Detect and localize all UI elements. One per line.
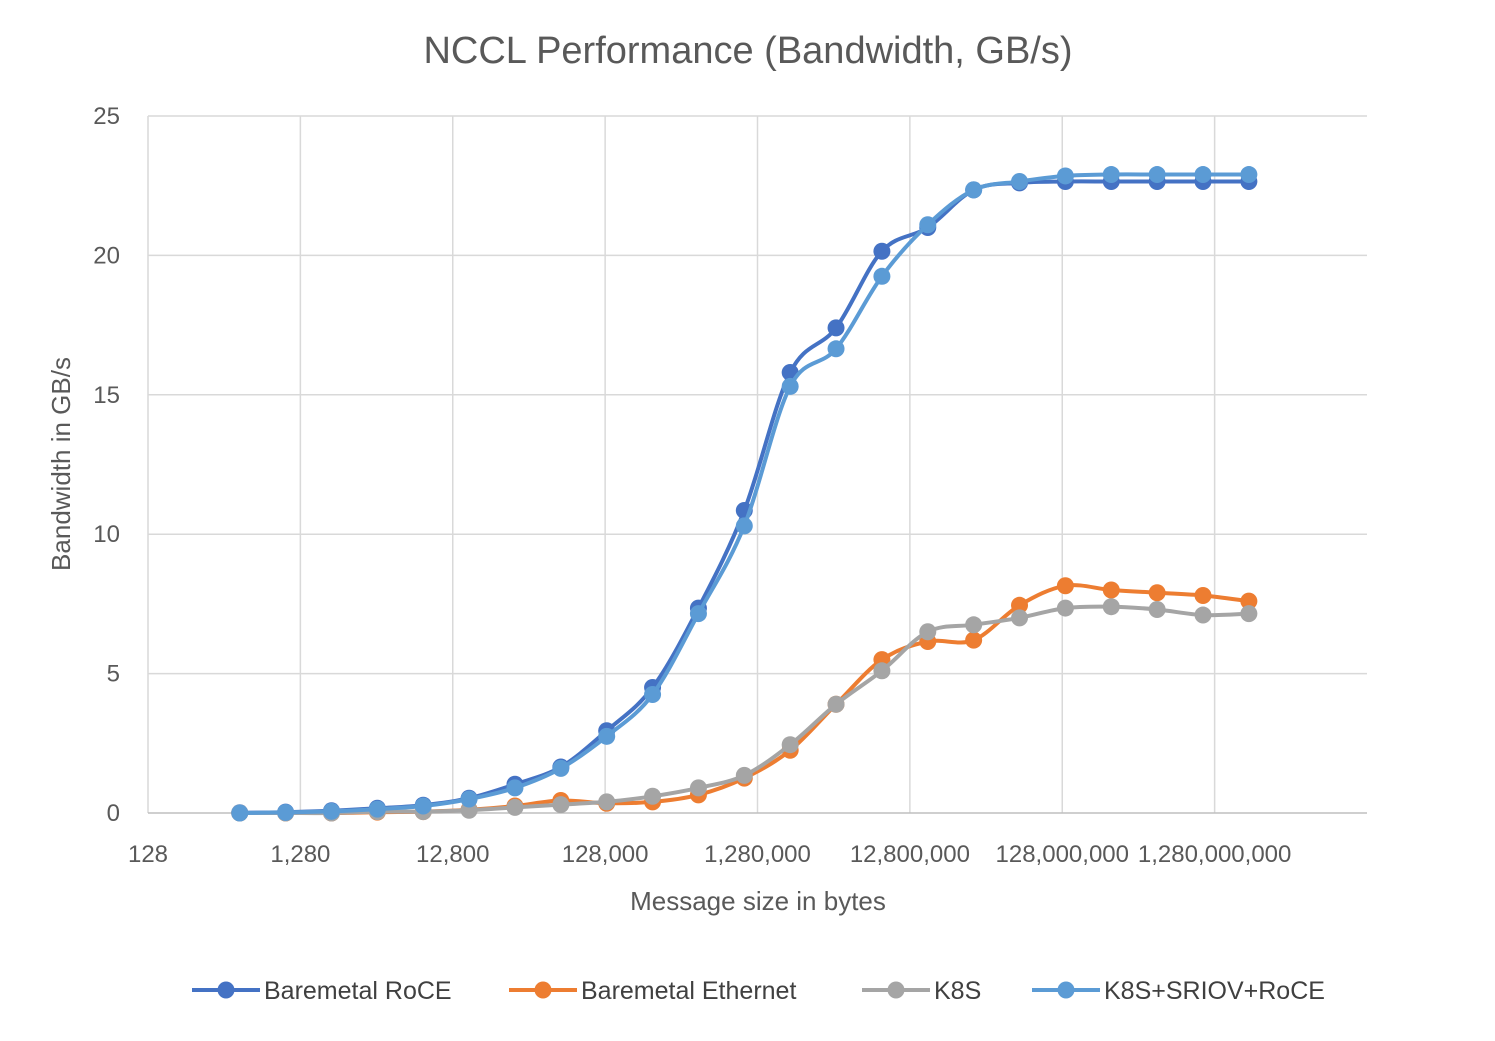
data-point [873, 267, 891, 285]
x-tick-label: 12,800,000 [850, 841, 970, 868]
legend-swatch-marker [1057, 981, 1075, 999]
legend-swatch-marker [534, 981, 552, 999]
legend-label: Baremetal RoCE [264, 977, 452, 1005]
data-point [781, 377, 799, 395]
data-point [1194, 166, 1212, 184]
y-tick-label: 0 [107, 800, 120, 827]
data-point [1011, 173, 1029, 191]
data-point [827, 340, 845, 358]
data-point [965, 616, 983, 634]
data-point [1056, 577, 1074, 595]
legend-label: Baremetal Ethernet [581, 977, 796, 1005]
legend-item: K8S [862, 977, 981, 1005]
data-point [1194, 606, 1212, 624]
x-tick-label: 1,280,000 [704, 841, 811, 868]
data-point [322, 802, 340, 820]
data-point [1011, 609, 1029, 627]
data-point [506, 779, 524, 797]
legend-swatch-marker [217, 981, 235, 999]
data-point [1240, 605, 1258, 623]
data-point [414, 797, 432, 815]
legend-label: K8S [934, 977, 981, 1005]
data-point [735, 517, 753, 535]
data-point [552, 759, 570, 777]
data-point [873, 242, 891, 260]
x-tick-label: 128 [128, 841, 168, 868]
data-point [506, 798, 524, 816]
data-point [598, 793, 616, 811]
data-point [873, 662, 891, 680]
data-point [1194, 587, 1212, 605]
x-axis-title: Message size in bytes [630, 886, 886, 916]
data-point [919, 216, 937, 234]
gridlines [148, 115, 1367, 813]
data-point [1148, 584, 1166, 602]
series-layer [231, 166, 1258, 822]
data-point [827, 319, 845, 337]
data-point [781, 736, 799, 754]
data-point [827, 695, 845, 713]
series-baremetal-roce [231, 173, 1258, 822]
series-baremetal-ethernet [231, 577, 1258, 822]
y-tick-label: 5 [107, 661, 120, 688]
data-point [689, 605, 707, 623]
data-point [644, 686, 662, 704]
data-point [1056, 167, 1074, 185]
data-point [1102, 166, 1120, 184]
legend-swatch-marker [887, 981, 905, 999]
series-line [237, 172, 1251, 815]
legend-label: K8S+SRIOV+RoCE [1104, 977, 1325, 1005]
data-point [1011, 596, 1029, 614]
legend-item: Baremetal RoCE [192, 977, 452, 1005]
series-line [237, 179, 1251, 815]
x-tick-label: 128,000 [562, 841, 649, 868]
data-point [1240, 166, 1258, 184]
data-point [552, 796, 570, 814]
y-tick-label: 15 [93, 382, 120, 409]
x-tick-label: 1,280 [270, 841, 330, 868]
data-point [965, 181, 983, 199]
y-tick-label: 10 [93, 521, 120, 548]
series-k8s-sriov-roce [231, 166, 1258, 822]
data-point [735, 766, 753, 784]
data-point [231, 804, 249, 822]
data-point [965, 631, 983, 649]
x-tick-label: 1,280,000,000 [1138, 841, 1291, 868]
legend-item: Baremetal Ethernet [509, 977, 796, 1005]
series-k8s [231, 598, 1258, 822]
legend-item: K8S+SRIOV+RoCE [1032, 977, 1325, 1005]
axes: 0 5 10 15 20 25 128 1,280 12,800 128,000 1,280,000… [93, 103, 1367, 868]
data-point [1148, 600, 1166, 618]
data-point [460, 790, 478, 808]
x-tick-label: 12,800 [416, 841, 489, 868]
data-point [598, 727, 616, 745]
y-tick-label: 25 [93, 103, 120, 130]
data-point [277, 803, 295, 821]
data-point [644, 787, 662, 805]
data-point [689, 779, 707, 797]
data-point [1148, 166, 1166, 184]
chart-title: NCCL Performance (Bandwidth, GB/s) [423, 30, 1072, 72]
y-axis-title: Bandwidth in GB/s [46, 357, 76, 571]
y-tick-label: 20 [93, 242, 120, 269]
data-point [1240, 592, 1258, 610]
data-point [1056, 599, 1074, 617]
legend: Baremetal RoCE Baremetal Ethernet K8S K8S+S… [192, 977, 1325, 1005]
data-point [368, 800, 386, 818]
x-tick-label: 128,000,000 [996, 841, 1129, 868]
data-point [919, 623, 937, 641]
data-point [1102, 581, 1120, 599]
data-point [1102, 598, 1120, 616]
